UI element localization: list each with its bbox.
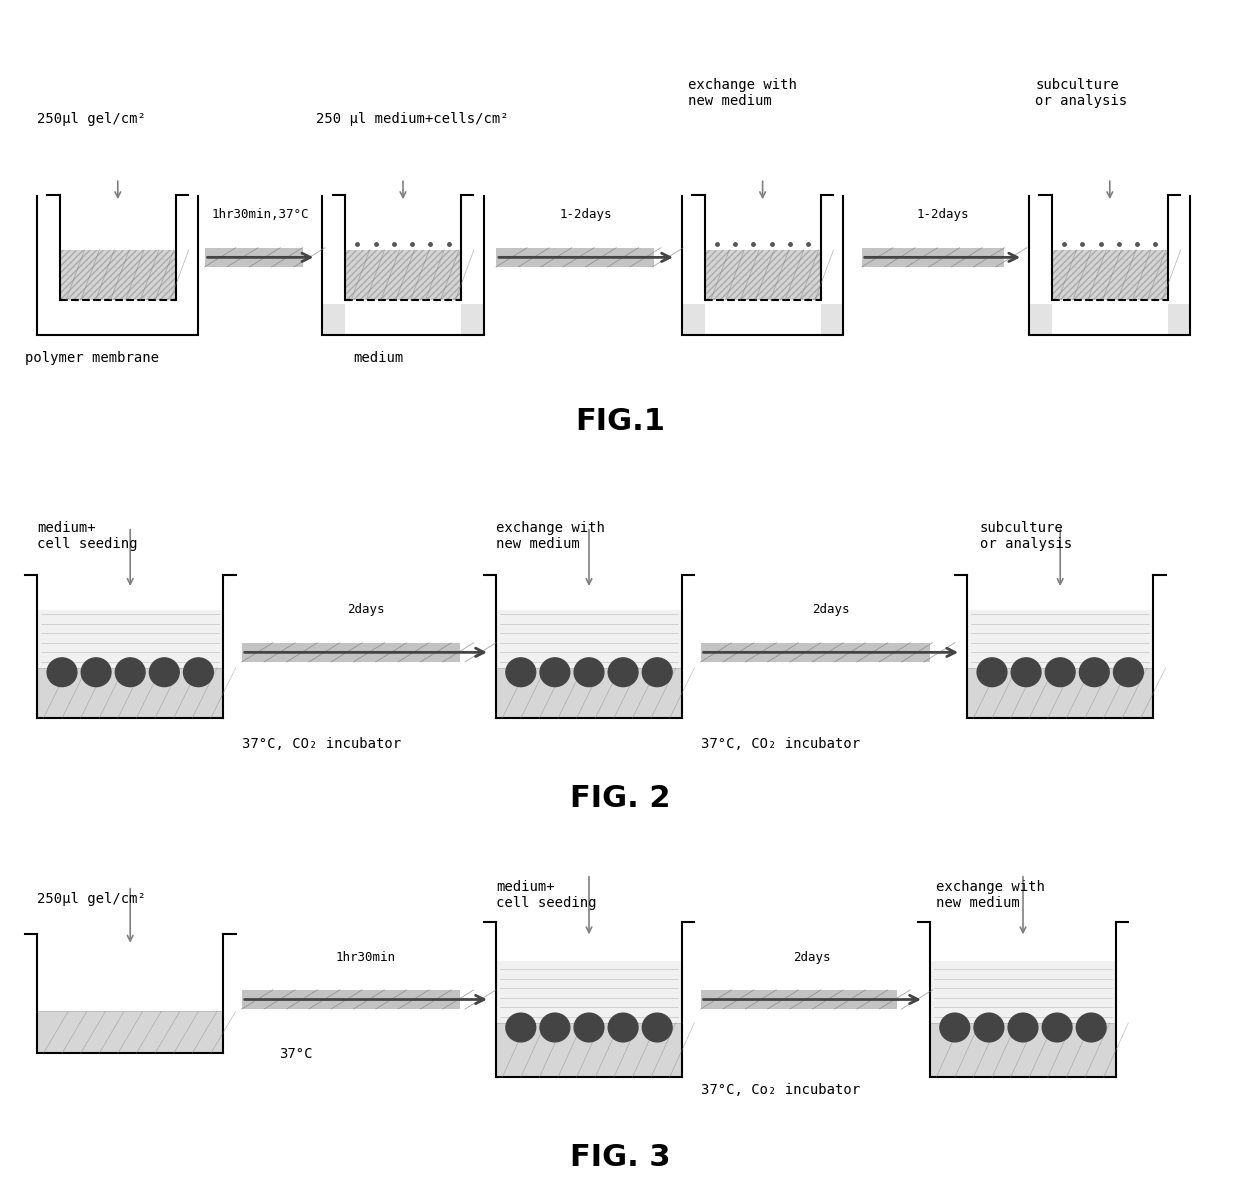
Text: exchange with
new medium: exchange with new medium — [496, 521, 605, 551]
Circle shape — [82, 658, 112, 687]
Circle shape — [115, 658, 145, 687]
Bar — [60, 250, 176, 300]
Circle shape — [1011, 658, 1042, 687]
Bar — [496, 610, 682, 668]
Text: exchange with
new medium: exchange with new medium — [936, 880, 1045, 910]
Bar — [682, 304, 704, 335]
Bar — [242, 990, 460, 1009]
Text: subculture
or analysis: subculture or analysis — [1035, 78, 1127, 108]
Bar — [930, 960, 1116, 1022]
Text: 250 μl medium+cells/cm²: 250 μl medium+cells/cm² — [316, 111, 508, 126]
Text: 250μl gel/cm²: 250μl gel/cm² — [37, 892, 146, 906]
Bar — [496, 668, 682, 718]
Text: FIG. 2: FIG. 2 — [569, 784, 671, 813]
Text: 1-2days: 1-2days — [559, 208, 613, 221]
Bar — [1052, 250, 1168, 300]
Bar — [322, 304, 345, 335]
Bar — [862, 248, 1003, 267]
Circle shape — [1008, 1013, 1038, 1041]
Text: subculture
or analysis: subculture or analysis — [980, 521, 1071, 551]
Circle shape — [609, 658, 639, 687]
Circle shape — [940, 1013, 970, 1041]
Text: 37°C, CO₂ incubator: 37°C, CO₂ incubator — [242, 737, 401, 752]
Circle shape — [977, 658, 1007, 687]
Text: FIG.1: FIG.1 — [575, 407, 665, 436]
Text: 1hr30min: 1hr30min — [336, 950, 396, 964]
Bar — [496, 1022, 682, 1077]
Bar — [701, 990, 897, 1009]
Circle shape — [1042, 1013, 1073, 1041]
Text: 37°C, CO₂ incubator: 37°C, CO₂ incubator — [701, 737, 859, 752]
Text: 2days: 2days — [794, 950, 831, 964]
Circle shape — [1045, 658, 1075, 687]
Circle shape — [541, 1013, 569, 1041]
Text: 2days: 2days — [812, 603, 849, 616]
Bar — [461, 304, 484, 335]
Text: medium+
cell seeding: medium+ cell seeding — [37, 521, 138, 551]
Bar — [345, 250, 461, 300]
Circle shape — [150, 658, 180, 687]
Bar — [205, 248, 303, 267]
Bar — [967, 610, 1153, 668]
Text: 37°C: 37°C — [279, 1047, 312, 1062]
Circle shape — [1076, 1013, 1106, 1041]
Circle shape — [541, 658, 569, 687]
Bar — [1029, 304, 1052, 335]
Circle shape — [975, 1013, 1004, 1041]
Circle shape — [506, 658, 536, 687]
Circle shape — [574, 1013, 604, 1041]
Circle shape — [184, 658, 213, 687]
Circle shape — [574, 658, 604, 687]
Bar — [1168, 304, 1190, 335]
Text: medium: medium — [353, 351, 404, 365]
Text: 1hr30min,37°C: 1hr30min,37°C — [212, 208, 309, 221]
Bar — [821, 304, 843, 335]
Circle shape — [642, 658, 672, 687]
Bar — [242, 643, 460, 662]
Circle shape — [1079, 658, 1110, 687]
Text: polymer membrane: polymer membrane — [25, 351, 159, 365]
Text: FIG. 3: FIG. 3 — [569, 1143, 671, 1172]
Text: 250μl gel/cm²: 250μl gel/cm² — [37, 111, 146, 126]
Text: exchange with
new medium: exchange with new medium — [688, 78, 797, 108]
Bar — [37, 1011, 223, 1053]
Text: 2days: 2days — [347, 603, 384, 616]
Text: medium+
cell seeding: medium+ cell seeding — [496, 880, 596, 910]
Circle shape — [609, 1013, 639, 1041]
Circle shape — [506, 1013, 536, 1041]
Bar — [37, 668, 223, 718]
Bar — [704, 250, 821, 300]
Text: 1-2days: 1-2days — [916, 208, 968, 221]
Circle shape — [47, 658, 77, 687]
Text: 37°C, Co₂ incubator: 37°C, Co₂ incubator — [701, 1083, 859, 1098]
Circle shape — [1114, 658, 1143, 687]
Bar — [701, 643, 930, 662]
Bar — [37, 610, 223, 668]
Bar — [930, 1022, 1116, 1077]
Circle shape — [642, 1013, 672, 1041]
Bar — [496, 960, 682, 1022]
Bar — [496, 248, 655, 267]
Bar — [967, 668, 1153, 718]
